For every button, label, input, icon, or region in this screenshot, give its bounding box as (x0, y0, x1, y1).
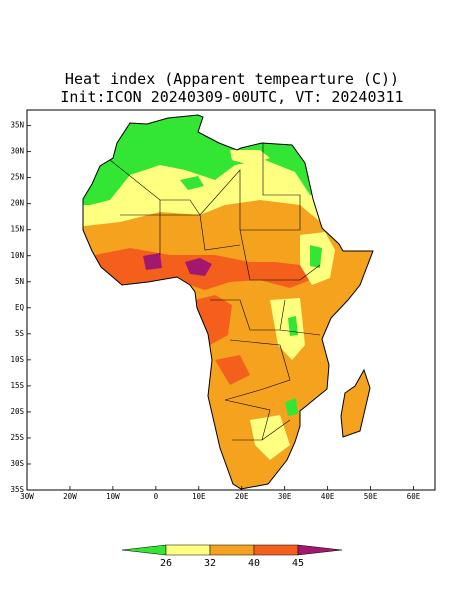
colorbar-label: 26 (160, 558, 172, 569)
y-tick-label: 15S (10, 381, 24, 390)
y-tick-label: 5N (15, 277, 24, 286)
y-tick-label: 25S (10, 433, 24, 442)
x-tick-label: 0 (154, 492, 159, 501)
y-tick-label: 35N (10, 121, 24, 130)
colorbar-box (209, 544, 255, 556)
title: Heat index (Apparent tempearture (C)) (65, 70, 399, 88)
borders (82, 114, 374, 490)
colorbar-label: 40 (248, 558, 260, 569)
x-tick-label: 30W (20, 492, 34, 501)
x-tick-label: 20E (235, 492, 249, 501)
y-tick-label: EQ (15, 303, 25, 312)
colorbar-high (297, 544, 343, 556)
colorbar-label: 32 (204, 558, 216, 569)
x-tick-label: 40E (321, 492, 335, 501)
y-tick-label: 20S (10, 407, 24, 416)
colorbar-label: 45 (292, 558, 304, 569)
x-tick-label: 10W (106, 492, 120, 501)
y-tick-label: 5S (15, 329, 25, 338)
y-tick-label: 30S (10, 459, 24, 468)
y-tick-label: 20N (10, 199, 24, 208)
y-tick-label: 25N (10, 173, 24, 182)
subtitle: Init:ICON 20240309-00UTC, VT: 20240311 (60, 88, 403, 106)
y-tick-label: 35S (10, 485, 24, 494)
map-frame (26, 109, 436, 491)
colorbar-box (165, 544, 211, 556)
x-tick-label: 20W (63, 492, 77, 501)
colorbar-low (121, 544, 167, 556)
x-tick-label: 50E (364, 492, 378, 501)
y-tick-label: 15N (10, 225, 24, 234)
x-tick-label: 60E (407, 492, 421, 501)
y-tick-label: 30N (10, 147, 24, 156)
x-tick-label: 10E (192, 492, 206, 501)
x-tick-label: 30E (278, 492, 292, 501)
y-tick-label: 10N (10, 251, 24, 260)
colorbar-box (253, 544, 299, 556)
y-tick-label: 10S (10, 355, 24, 364)
